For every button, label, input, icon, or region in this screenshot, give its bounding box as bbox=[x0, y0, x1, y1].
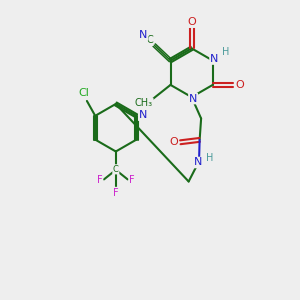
Text: N: N bbox=[210, 54, 218, 64]
Text: Cl: Cl bbox=[78, 88, 89, 98]
Text: C: C bbox=[113, 165, 119, 174]
Text: O: O bbox=[187, 17, 196, 27]
Text: O: O bbox=[169, 137, 178, 147]
Text: N: N bbox=[139, 110, 147, 120]
Text: F: F bbox=[97, 175, 103, 185]
Text: H: H bbox=[206, 153, 213, 163]
Text: N: N bbox=[189, 94, 197, 103]
Text: O: O bbox=[235, 80, 244, 90]
Text: N: N bbox=[139, 30, 148, 40]
Text: H: H bbox=[222, 47, 230, 57]
Text: CH₃: CH₃ bbox=[135, 98, 153, 108]
Text: N: N bbox=[194, 158, 202, 167]
Text: F: F bbox=[113, 188, 118, 197]
Text: C: C bbox=[146, 35, 153, 45]
Text: F: F bbox=[129, 175, 135, 185]
